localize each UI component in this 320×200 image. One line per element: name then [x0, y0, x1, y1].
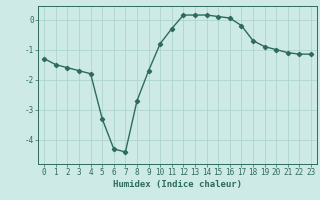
X-axis label: Humidex (Indice chaleur): Humidex (Indice chaleur): [113, 180, 242, 189]
